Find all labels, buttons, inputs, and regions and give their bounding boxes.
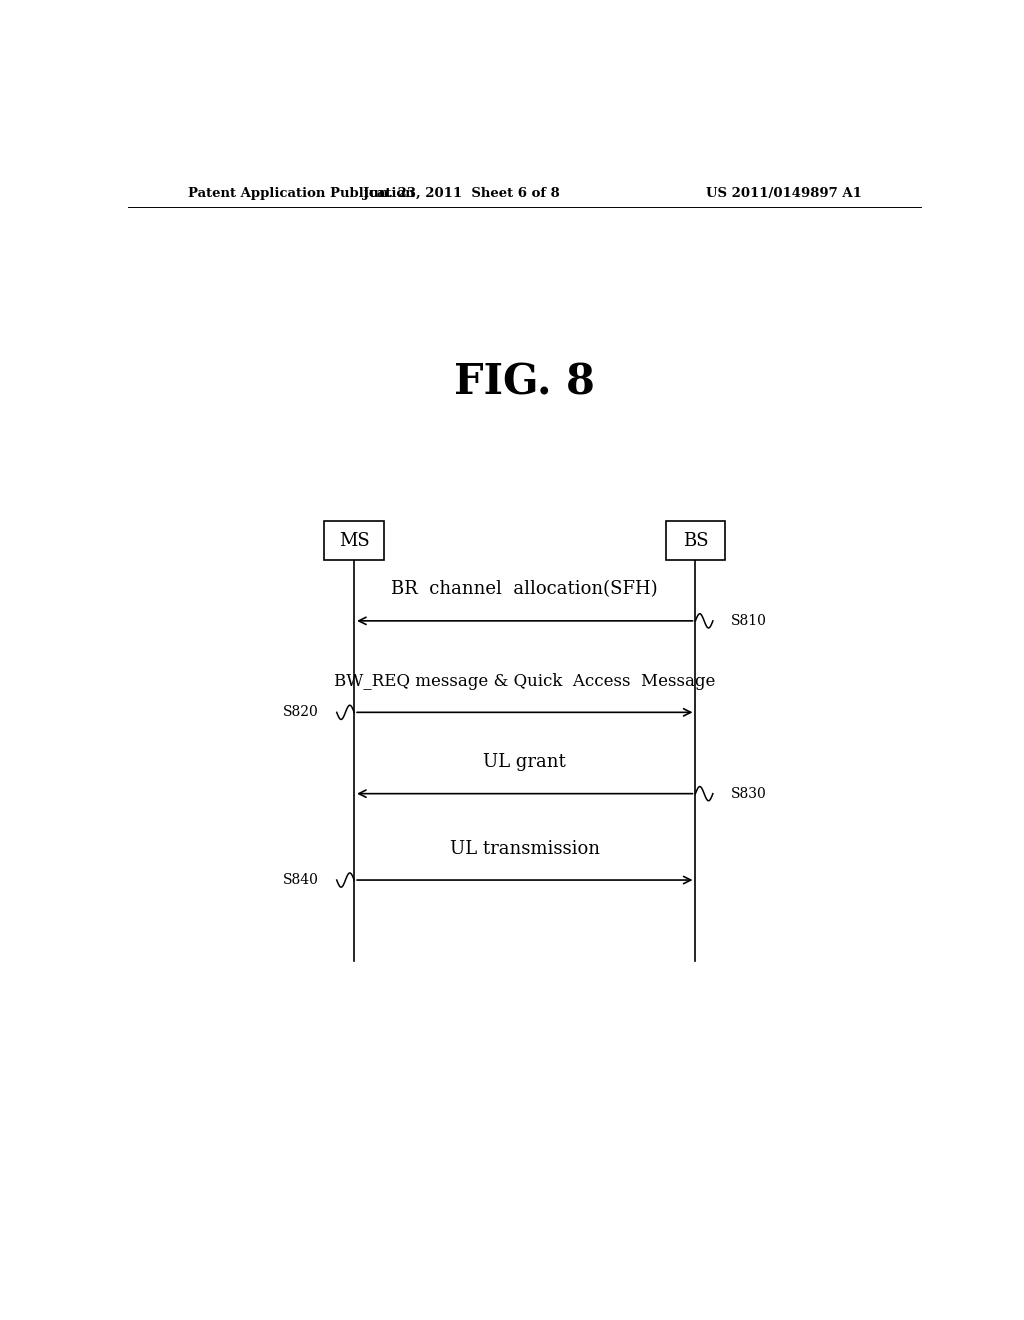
Bar	[325, 521, 384, 560]
Bar	[666, 521, 725, 560]
Text: S830: S830	[731, 787, 767, 801]
Text: BS: BS	[683, 532, 709, 549]
Text: BW_REQ message & Quick  Access  Message: BW_REQ message & Quick Access Message	[334, 673, 716, 690]
Text: UL transmission: UL transmission	[450, 840, 600, 858]
Text: Jun. 23, 2011  Sheet 6 of 8: Jun. 23, 2011 Sheet 6 of 8	[362, 187, 560, 201]
Text: UL grant: UL grant	[483, 754, 566, 771]
Text: FIG. 8: FIG. 8	[455, 360, 595, 403]
Text: S810: S810	[731, 614, 767, 628]
Text: US 2011/0149897 A1: US 2011/0149897 A1	[707, 187, 862, 201]
Text: MS: MS	[339, 532, 370, 549]
Text: S820: S820	[283, 705, 318, 719]
Text: BR  channel  allocation(SFH): BR channel allocation(SFH)	[391, 581, 658, 598]
Text: S840: S840	[283, 873, 318, 887]
Text: Patent Application Publication: Patent Application Publication	[187, 187, 415, 201]
